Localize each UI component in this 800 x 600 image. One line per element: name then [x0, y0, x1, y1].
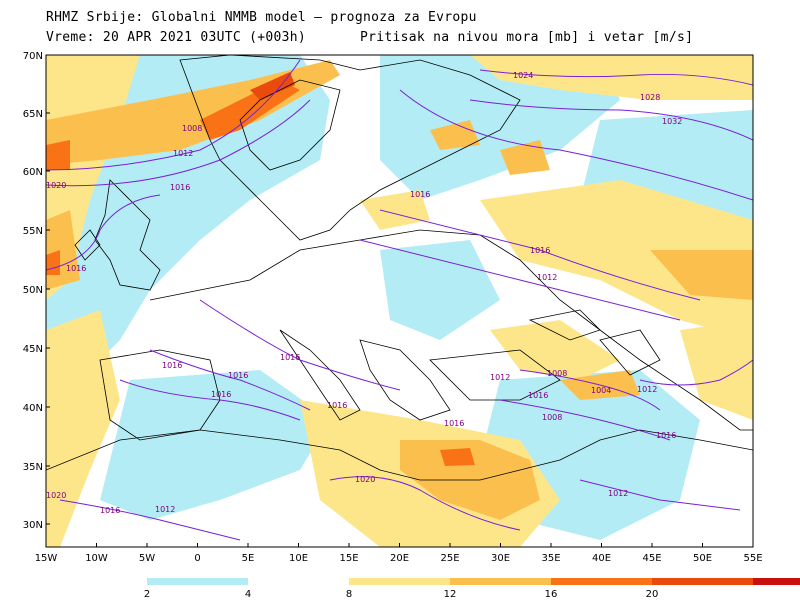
lon-label: 10E — [289, 553, 308, 564]
longitude-axis: 15W 10W 5W 0 5E 10E 15E 20E 25E 30E 35E 40E 45E 50E 55… — [35, 543, 763, 564]
isobar-label: 1020 — [46, 491, 66, 500]
colorbar-segment — [551, 578, 652, 585]
lon-label: 25E — [440, 553, 459, 564]
lon-label: 15E — [339, 553, 358, 564]
colorbar: 2 4 8 12 16 20 — [144, 578, 800, 600]
isobar-label: 1008 — [542, 413, 562, 422]
isobar-lines — [46, 59, 753, 541]
colorbar-segment — [753, 578, 800, 585]
latitude-axis: 70N 65N 60N 55N 50N 45N 40N 35N 30N — [23, 51, 50, 531]
isobar-label: 1012 — [537, 273, 557, 282]
isobar-label: 1016 — [656, 431, 676, 440]
isobar-label: 1024 — [513, 71, 533, 80]
isobar-label: 1020 — [355, 475, 375, 484]
colorbar-label: 8 — [346, 589, 352, 600]
colorbar-label: 12 — [444, 589, 457, 600]
isobar-label: 1016 — [410, 190, 430, 199]
colorbar-segment — [652, 578, 753, 585]
lon-label: 20E — [390, 553, 409, 564]
isobar-labels: 1024 1028 1032 1008 1012 1016 1016 1016 … — [46, 71, 682, 515]
colorbar-segment — [248, 578, 349, 585]
lon-label: 55E — [743, 553, 762, 564]
isobar-label: 1008 — [182, 124, 202, 133]
isobar-label: 1012 — [173, 149, 193, 158]
colorbar-label: 4 — [245, 589, 251, 600]
lat-label: 60N — [23, 167, 43, 178]
isobar-label: 1016 — [170, 183, 190, 192]
lon-label: 35E — [541, 553, 560, 564]
lat-label: 35N — [23, 462, 43, 473]
lon-label: 40E — [592, 553, 611, 564]
lat-label: 50N — [23, 285, 43, 296]
isobar-label: 1016 — [327, 401, 347, 410]
lon-label: 5E — [242, 553, 255, 564]
isobar-label: 1016 — [211, 390, 231, 399]
lon-label: 45E — [642, 553, 661, 564]
isobar-label: 1012 — [608, 489, 628, 498]
lon-label: 50E — [693, 553, 712, 564]
title-line-2: Vreme: 20 APR 2021 03UTC (+003h) — [46, 30, 307, 45]
colorbar-segment — [349, 578, 450, 585]
isobar-label: 1016 — [66, 264, 86, 273]
isobar-label: 1028 — [640, 93, 660, 102]
colorbar-segment — [450, 578, 551, 585]
isobar-label: 1012 — [637, 385, 657, 394]
coastlines — [46, 55, 753, 481]
isobar-label: 1016 — [100, 506, 120, 515]
title-line-1: RHMZ Srbije: Globalni NMMB model — progn… — [46, 10, 477, 25]
lat-label: 70N — [23, 51, 43, 62]
isobar-label: 1008 — [547, 369, 567, 378]
colorbar-label: 20 — [646, 589, 659, 600]
lon-label: 0 — [194, 553, 200, 564]
colorbar-segment — [147, 578, 248, 585]
lat-label: 45N — [23, 344, 43, 355]
lon-label: 15W — [35, 553, 58, 564]
lat-label: 65N — [23, 109, 43, 120]
isobar-label: 1004 — [591, 386, 611, 395]
isobar-label: 1016 — [530, 246, 550, 255]
colorbar-label: 16 — [545, 589, 558, 600]
colorbar-label: 2 — [144, 589, 150, 600]
lat-label: 40N — [23, 403, 43, 414]
isobar-label: 1032 — [662, 117, 682, 126]
isobar-label: 1016 — [528, 391, 548, 400]
wind-field: 1024 1028 1032 1008 1012 1016 1016 1016 … — [46, 55, 753, 547]
isobar-label: 1012 — [155, 505, 175, 514]
isobar-label: 1016 — [444, 419, 464, 428]
isobar-label: 1016 — [228, 371, 248, 380]
title-line-3: Pritisak na nivou mora [mb] i vetar [m/s… — [360, 30, 694, 45]
isobar-label: 1020 — [46, 181, 66, 190]
lon-label: 5W — [139, 553, 155, 564]
lon-label: 30E — [491, 553, 510, 564]
isobar-label: 1012 — [490, 373, 510, 382]
lat-label: 55N — [23, 226, 43, 237]
lat-label: 30N — [23, 520, 43, 531]
isobar-label: 1016 — [162, 361, 182, 370]
isobar-label: 1016 — [280, 353, 300, 362]
lon-label: 10W — [85, 553, 108, 564]
